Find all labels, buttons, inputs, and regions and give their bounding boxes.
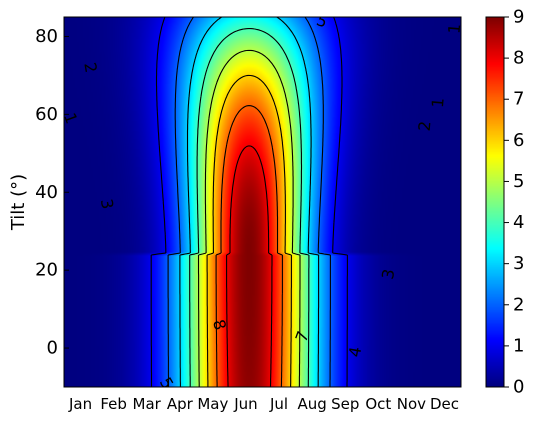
contour-label: 1 xyxy=(444,23,464,35)
contour-level-6 xyxy=(206,74,292,387)
colorbar-ticks: 0 1 2 3 4 5 6 7 8 9 xyxy=(504,7,524,398)
contour-level-7 xyxy=(215,105,283,387)
colorbar-frame xyxy=(485,16,505,388)
y-tick-label: 60 xyxy=(35,104,58,125)
x-tick-label: Jun xyxy=(233,395,257,413)
colorbar-tick-label: 7 xyxy=(513,89,524,110)
colorbar: 0 1 2 3 4 5 6 7 8 9 xyxy=(485,7,524,398)
plot-frame xyxy=(63,16,462,388)
y-axis: 0 20 40 60 80 xyxy=(35,26,69,359)
colorbar-tick-label: 9 xyxy=(513,7,524,28)
contour-label: 2 xyxy=(415,120,435,132)
x-tick-label: Jan xyxy=(68,395,92,413)
x-tick-label: Dec xyxy=(430,395,459,413)
contour-label: 3 xyxy=(97,197,117,210)
y-tick-label: 0 xyxy=(47,338,58,359)
y-tick-label: 80 xyxy=(35,26,58,47)
contour-level-2 xyxy=(167,17,331,387)
colorbar-tick-label: 1 xyxy=(513,335,524,356)
contour-label: 2 xyxy=(80,61,100,74)
colorbar-tick-label: 6 xyxy=(513,130,524,151)
contour-label: 4 xyxy=(345,345,365,358)
contour-level-3 xyxy=(179,17,320,387)
x-tick-label: Apr xyxy=(167,395,194,413)
colorbar-tick-label: 2 xyxy=(513,294,524,315)
contour-label: 8 xyxy=(209,317,230,332)
x-tick-label: Nov xyxy=(397,395,426,413)
x-tick-label: Oct xyxy=(365,395,391,413)
x-tick-label: Jul xyxy=(269,395,288,413)
heatmap-field xyxy=(64,17,461,387)
contour-level-4 xyxy=(189,28,310,387)
contour-label: 5 xyxy=(312,412,332,422)
y-tick-label: 40 xyxy=(35,182,58,203)
x-axis: Jan Feb Mar Apr May Jun Jul Aug Sep Oct Nov Dec xyxy=(68,395,459,413)
colorbar-tick-label: 3 xyxy=(513,253,524,274)
x-tick-label: Mar xyxy=(133,395,162,413)
x-tick-label: Feb xyxy=(100,395,127,413)
y-tick-label: 20 xyxy=(35,260,58,281)
contour-label: 3 xyxy=(378,267,398,280)
contour-level-1 xyxy=(150,17,348,387)
contour-level-5 xyxy=(197,49,301,387)
contour-lines xyxy=(150,17,348,387)
x-tick-label: Sep xyxy=(331,395,359,413)
colorbar-tick-label: 0 xyxy=(513,377,524,398)
contour-level-8 xyxy=(226,145,273,387)
colorbar-tick-label: 8 xyxy=(513,48,524,69)
y-axis-label: Tilt (°) xyxy=(8,174,29,231)
colorbar-gradient xyxy=(486,17,504,387)
colorbar-tick-label: 4 xyxy=(513,212,524,233)
x-tick-label: Aug xyxy=(297,395,326,413)
contour-label: 1 xyxy=(428,97,448,109)
x-tick-label: May xyxy=(197,395,228,413)
colorbar-tick-label: 5 xyxy=(513,171,524,192)
